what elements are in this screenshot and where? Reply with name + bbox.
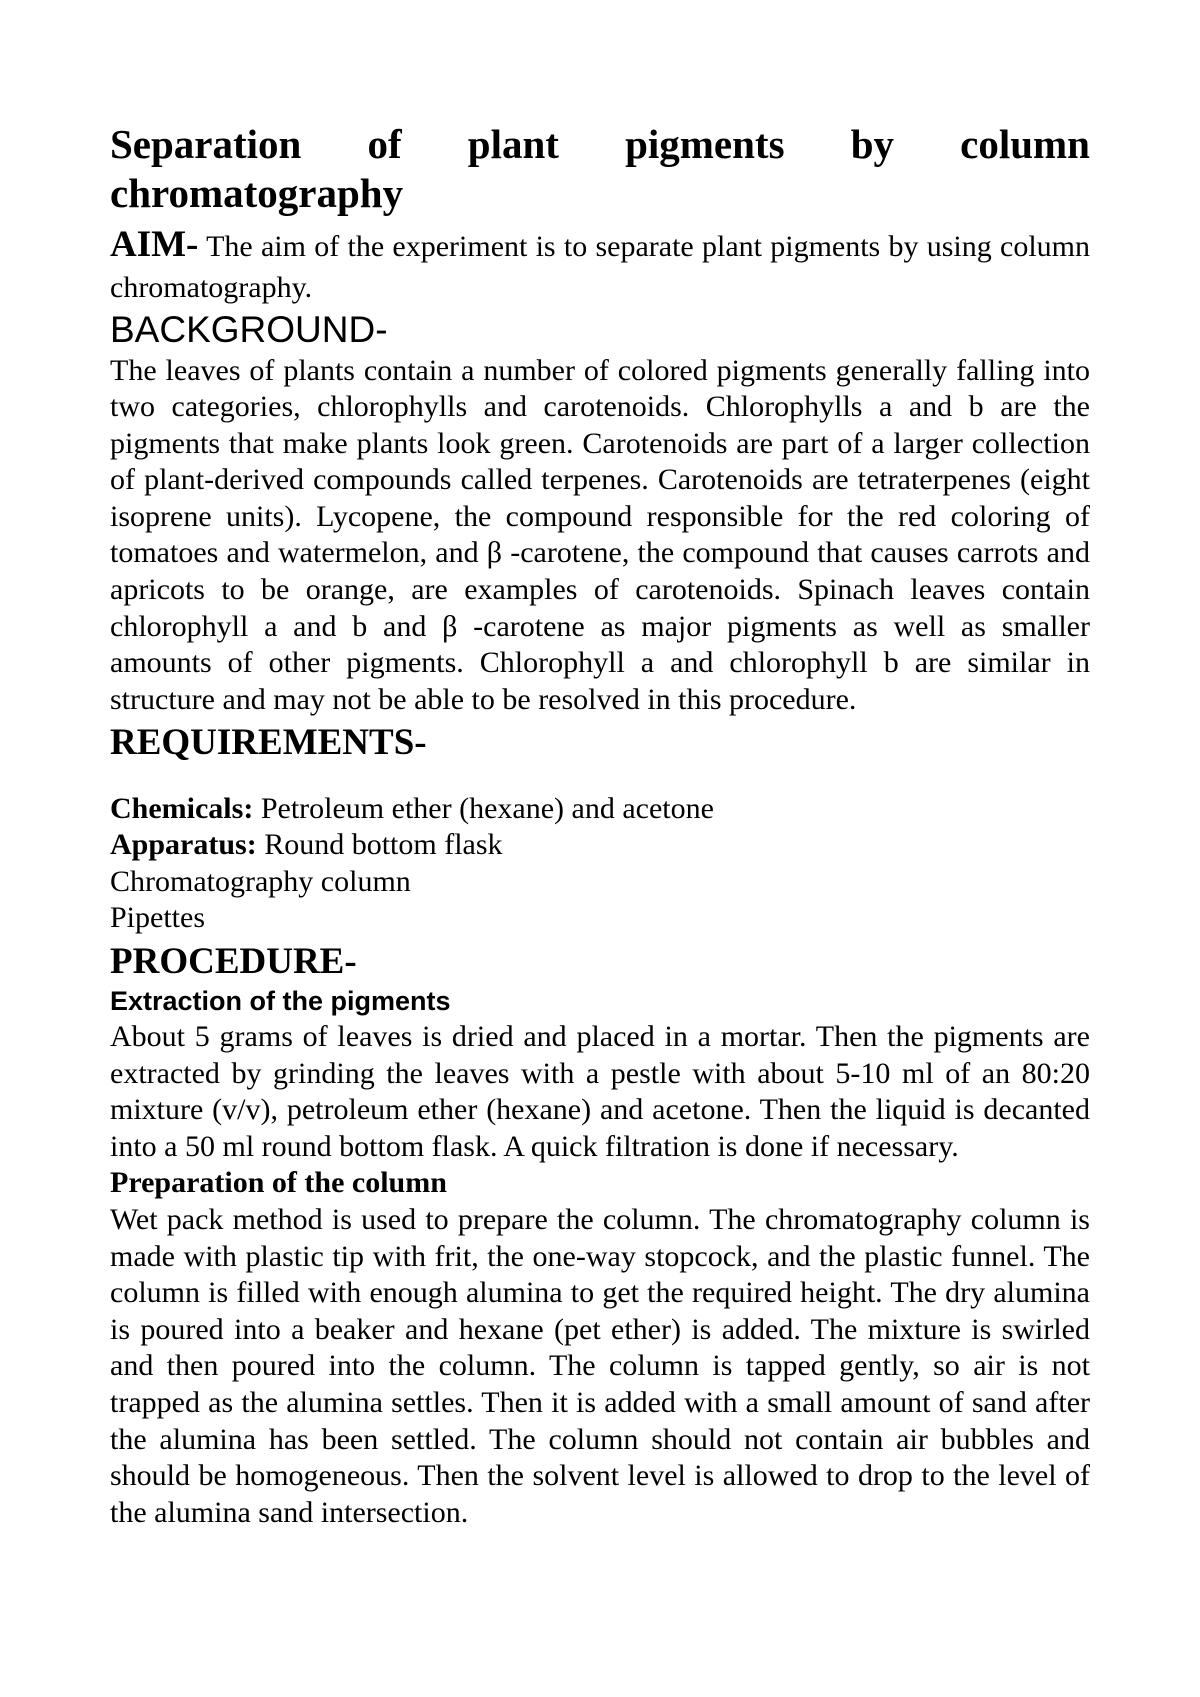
apparatus-label: Apparatus: xyxy=(110,828,264,861)
chemicals-line: Chemicals: Petroleum ether (hexane) and … xyxy=(110,791,1090,828)
procedure-heading: PROCEDURE- xyxy=(110,939,1090,985)
aim-section: AIM- The aim of the experiment is to sep… xyxy=(110,222,1090,306)
background-heading: BACKGROUND- xyxy=(110,308,1090,352)
chemicals-label: Chemicals: xyxy=(110,792,261,825)
procedure-text2: Wet pack method is used to prepare the c… xyxy=(110,1202,1090,1531)
document-page: Separation of plant pigments by column c… xyxy=(110,120,1090,1531)
document-title-line1: Separation of plant pigments by column xyxy=(110,120,1090,169)
background-text: The leaves of plants contain a number of… xyxy=(110,353,1090,719)
aim-label: AIM- xyxy=(110,224,198,265)
requirements-block: Chemicals: Petroleum ether (hexane) and … xyxy=(110,791,1090,937)
requirements-line4: Pipettes xyxy=(110,900,1090,937)
procedure-sub1: Extraction of the pigments xyxy=(110,985,1090,1019)
requirements-heading: REQUIREMENTS- xyxy=(110,720,1090,766)
chemicals-text: Petroleum ether (hexane) and acetone xyxy=(261,792,714,825)
apparatus-text: Round bottom flask xyxy=(264,828,502,861)
aim-text: The aim of the experiment is to separate… xyxy=(110,230,1090,303)
procedure-text1: About 5 grams of leaves is dried and pla… xyxy=(110,1019,1090,1165)
apparatus-line: Apparatus: Round bottom flask xyxy=(110,827,1090,864)
requirements-line3: Chromatography column xyxy=(110,864,1090,901)
procedure-sub2: Preparation of the column xyxy=(110,1165,1090,1202)
document-title-line2: chromatography xyxy=(110,169,1090,218)
